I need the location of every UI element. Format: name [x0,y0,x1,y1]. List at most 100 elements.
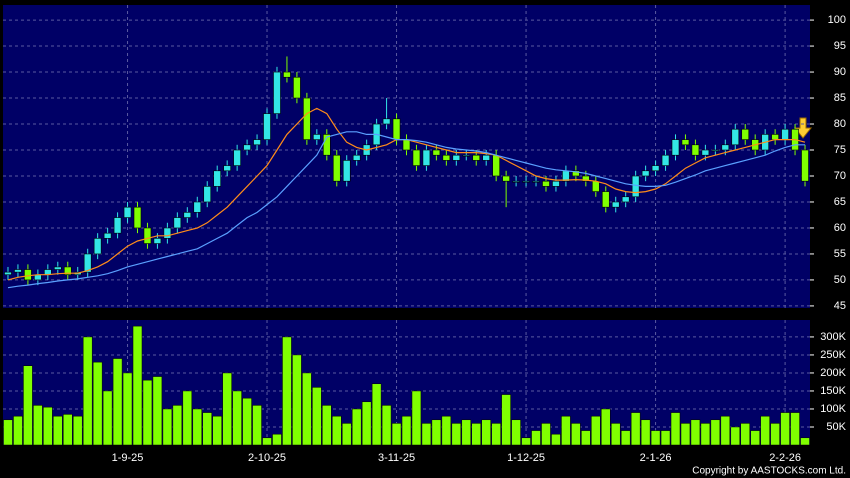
candle-body [113,217,122,234]
candle-body [781,128,789,140]
y-tick-label: 70 [834,170,846,182]
volume-bar [322,405,332,446]
candle-body [352,154,361,161]
volume-bar [232,390,242,446]
volume-bar [401,415,412,446]
moving-average [7,131,805,289]
volume-bar [371,383,382,446]
candle-body [502,175,510,182]
volume-bar [491,423,501,446]
candle-body [462,154,471,157]
candle-body [203,186,212,203]
candle-body [83,253,92,273]
volume-bar [441,415,452,446]
candle-body [213,170,222,187]
volume-bar [650,430,661,446]
candle-body [233,149,241,166]
candle-body [681,139,690,146]
y-tick-label: 50 [834,274,846,286]
y-tick-label: 95 [834,40,846,52]
volume-bar [63,414,73,446]
candle-body [173,217,182,229]
volume-bar [302,372,312,446]
volume-bar [132,325,143,446]
x-tick-label: 2-10-25 [248,452,286,464]
candle-body [552,180,560,187]
candle-body [442,154,451,161]
volume-bar [630,412,641,446]
volume-bar [282,336,292,446]
volume-bar [620,430,631,446]
candle-body [472,154,481,161]
price-panel [3,5,810,308]
candle-body [53,266,62,270]
volume-bar [640,419,651,446]
candle-body [671,139,680,156]
candle-body [313,134,321,140]
candle-body [422,149,431,166]
candle-body [243,144,251,151]
volume-bar [660,430,671,446]
volume-bar [790,412,800,446]
candle-body [582,175,590,182]
volume-bar [511,419,521,446]
volume-bar [182,390,193,446]
volume-bar [92,361,103,446]
volume-bar [152,376,163,446]
volume-bar [162,408,173,446]
volume-bar [391,423,402,446]
volume-bar [172,405,183,446]
volume-bar [720,415,731,446]
volume-bar [780,412,790,446]
x-tick-label: 2-2-26 [769,452,801,464]
y-tick-label: 75 [834,144,846,156]
y-tick-label: 45 [834,300,846,312]
volume-bar [581,430,591,446]
candle-body [691,144,700,156]
volume-bar [431,419,442,446]
volume-bar [13,415,23,446]
volume-bar [461,419,472,446]
candle-body [4,271,12,276]
volume-bar [421,423,432,446]
volume-bar [541,423,551,446]
volume-bar [700,423,711,446]
volume-bar [252,405,262,446]
volume-bar [222,372,232,446]
volume-bar [192,408,203,446]
volume-bar [411,390,422,446]
candle-body [273,71,281,114]
candle-body [432,149,441,156]
volume-bar [610,423,621,446]
candle-body [572,170,580,177]
volume-bar [212,415,222,446]
volume-bar [601,408,611,446]
volume-bar [670,412,681,446]
volume-bar [53,415,63,446]
volume-bar [142,379,153,446]
candle-body [492,154,500,177]
volume-bar [202,412,212,446]
candle-body [591,180,600,192]
candle-body [303,97,311,140]
candle-body [322,134,331,156]
candle-body [542,180,550,187]
candle-body [342,160,351,182]
volume-bar [471,423,481,446]
candle-body [153,238,162,244]
volume-bar [740,423,750,446]
candle-body [253,139,261,146]
candle-body [183,212,192,218]
x-tick-label: 1-12-25 [507,452,545,464]
y-tick-label: 100 [828,14,846,26]
volume-bar [23,365,33,446]
volume-bar [122,372,133,446]
volume-bar [292,354,302,446]
volume-bar [72,415,83,446]
volume-bar [710,419,721,446]
volume-bar [551,433,561,446]
candle-body [63,266,72,276]
candle-body [14,269,22,273]
candle-body [711,149,720,152]
